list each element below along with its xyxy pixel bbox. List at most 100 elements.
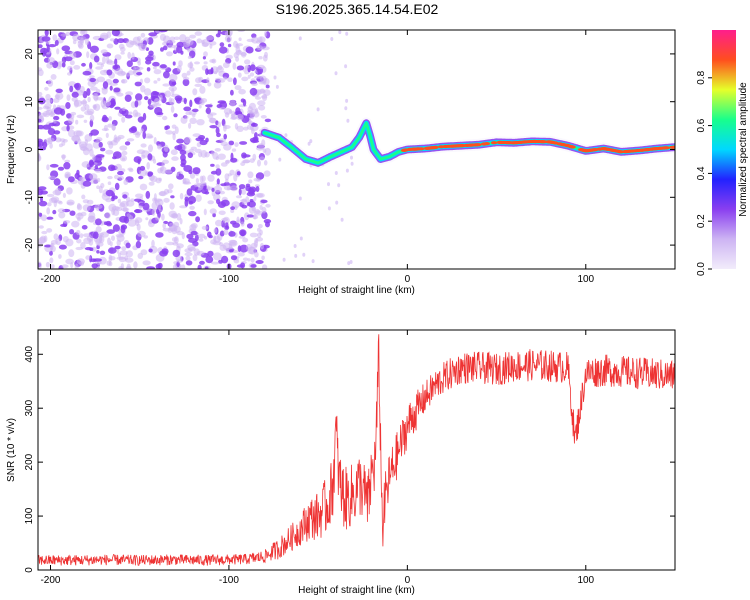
noise-speckle bbox=[133, 261, 138, 269]
noise-speckle bbox=[201, 225, 209, 230]
noise-speckle bbox=[119, 155, 128, 162]
noise-speckle bbox=[161, 162, 165, 168]
noise-speckle bbox=[128, 168, 134, 173]
noise-speckle bbox=[282, 257, 286, 262]
noise-speckle bbox=[230, 255, 238, 261]
noise-speckle bbox=[76, 169, 80, 176]
noise-speckle bbox=[217, 100, 227, 104]
noise-speckle bbox=[104, 221, 108, 225]
noise-speckle bbox=[219, 138, 226, 142]
noise-speckle bbox=[45, 261, 51, 268]
snr-x-tick-label: -100 bbox=[219, 575, 239, 586]
noise-speckle bbox=[109, 241, 113, 247]
noise-speckle bbox=[170, 105, 175, 113]
noise-speckle bbox=[52, 98, 60, 103]
noise-speckle bbox=[222, 62, 230, 69]
noise-speckle bbox=[114, 174, 120, 180]
noise-speckle bbox=[76, 238, 82, 244]
noise-speckle bbox=[44, 86, 49, 91]
noise-speckle bbox=[229, 99, 236, 107]
noise-speckle bbox=[114, 182, 120, 191]
noise-speckle bbox=[95, 226, 102, 233]
spectrogram-y-tick-label: -10 bbox=[24, 190, 35, 205]
noise-speckle bbox=[234, 142, 239, 148]
noise-speckle bbox=[81, 194, 86, 200]
noise-speckle bbox=[185, 111, 193, 116]
noise-speckle bbox=[221, 217, 229, 222]
spectrogram-y-tick-label: -20 bbox=[24, 237, 35, 252]
noise-speckle bbox=[203, 61, 208, 65]
noise-speckle bbox=[50, 74, 57, 80]
noise-speckle bbox=[105, 189, 114, 197]
noise-speckle bbox=[249, 102, 256, 110]
noise-speckle bbox=[172, 61, 176, 66]
noise-speckle bbox=[91, 263, 98, 269]
noise-speckle bbox=[38, 225, 44, 229]
noise-speckle bbox=[48, 122, 57, 127]
noise-speckle bbox=[249, 64, 256, 72]
noise-speckle bbox=[153, 137, 157, 145]
noise-speckle bbox=[96, 97, 105, 101]
noise-speckle bbox=[138, 205, 142, 209]
noise-speckle bbox=[60, 108, 66, 116]
noise-speckle bbox=[119, 202, 126, 208]
noise-speckle bbox=[85, 143, 93, 152]
noise-speckle bbox=[120, 71, 126, 76]
noise-speckle bbox=[38, 118, 42, 123]
noise-speckle bbox=[151, 201, 158, 210]
noise-speckle bbox=[182, 78, 190, 87]
noise-speckle bbox=[182, 181, 192, 185]
noise-speckle bbox=[185, 255, 191, 261]
noise-speckle bbox=[213, 81, 222, 89]
noise-speckle bbox=[247, 74, 251, 79]
noise-speckle bbox=[46, 137, 55, 143]
noise-speckle bbox=[183, 76, 190, 81]
noise-speckle bbox=[151, 208, 156, 216]
noise-speckle bbox=[194, 234, 199, 242]
noise-speckle bbox=[109, 85, 113, 91]
noise-speckle bbox=[203, 208, 207, 216]
noise-speckle bbox=[126, 60, 133, 68]
noise-speckle bbox=[160, 47, 164, 52]
signal-peak bbox=[670, 145, 675, 149]
spectrogram-y-tick-label: 10 bbox=[24, 96, 35, 108]
noise-speckle bbox=[123, 179, 129, 186]
noise-speckle bbox=[153, 193, 157, 201]
noise-speckle bbox=[211, 261, 220, 265]
noise-speckle bbox=[81, 62, 86, 67]
noise-speckle bbox=[236, 219, 242, 223]
noise-speckle bbox=[249, 232, 258, 238]
noise-speckle bbox=[55, 137, 62, 143]
noise-speckle bbox=[87, 96, 91, 103]
noise-speckle bbox=[122, 194, 128, 199]
noise-speckle bbox=[145, 217, 149, 221]
noise-speckle bbox=[189, 99, 193, 108]
noise-speckle bbox=[82, 70, 92, 76]
signal-peak bbox=[663, 146, 670, 150]
noise-speckle bbox=[218, 210, 226, 216]
noise-speckle bbox=[147, 98, 152, 106]
noise-speckle bbox=[345, 98, 349, 103]
noise-speckle bbox=[164, 90, 172, 98]
noise-speckle bbox=[190, 146, 197, 150]
noise-speckle bbox=[196, 38, 202, 44]
noise-speckle bbox=[228, 140, 235, 146]
noise-speckle bbox=[216, 178, 220, 185]
noise-speckle bbox=[146, 67, 151, 72]
noise-speckle bbox=[40, 196, 43, 202]
noise-speckle bbox=[82, 199, 90, 204]
noise-speckle bbox=[46, 207, 51, 215]
noise-speckle bbox=[67, 72, 72, 76]
noise-speckle bbox=[82, 90, 88, 99]
noise-speckle bbox=[346, 118, 350, 123]
noise-speckle bbox=[153, 66, 157, 70]
noise-speckle bbox=[47, 79, 54, 87]
noise-speckle bbox=[171, 81, 177, 86]
noise-speckle bbox=[111, 30, 120, 37]
noise-speckle bbox=[260, 199, 268, 204]
noise-speckle bbox=[49, 163, 59, 168]
noise-speckle bbox=[95, 137, 103, 142]
noise-speckle bbox=[76, 229, 81, 236]
noise-speckle bbox=[58, 254, 62, 259]
